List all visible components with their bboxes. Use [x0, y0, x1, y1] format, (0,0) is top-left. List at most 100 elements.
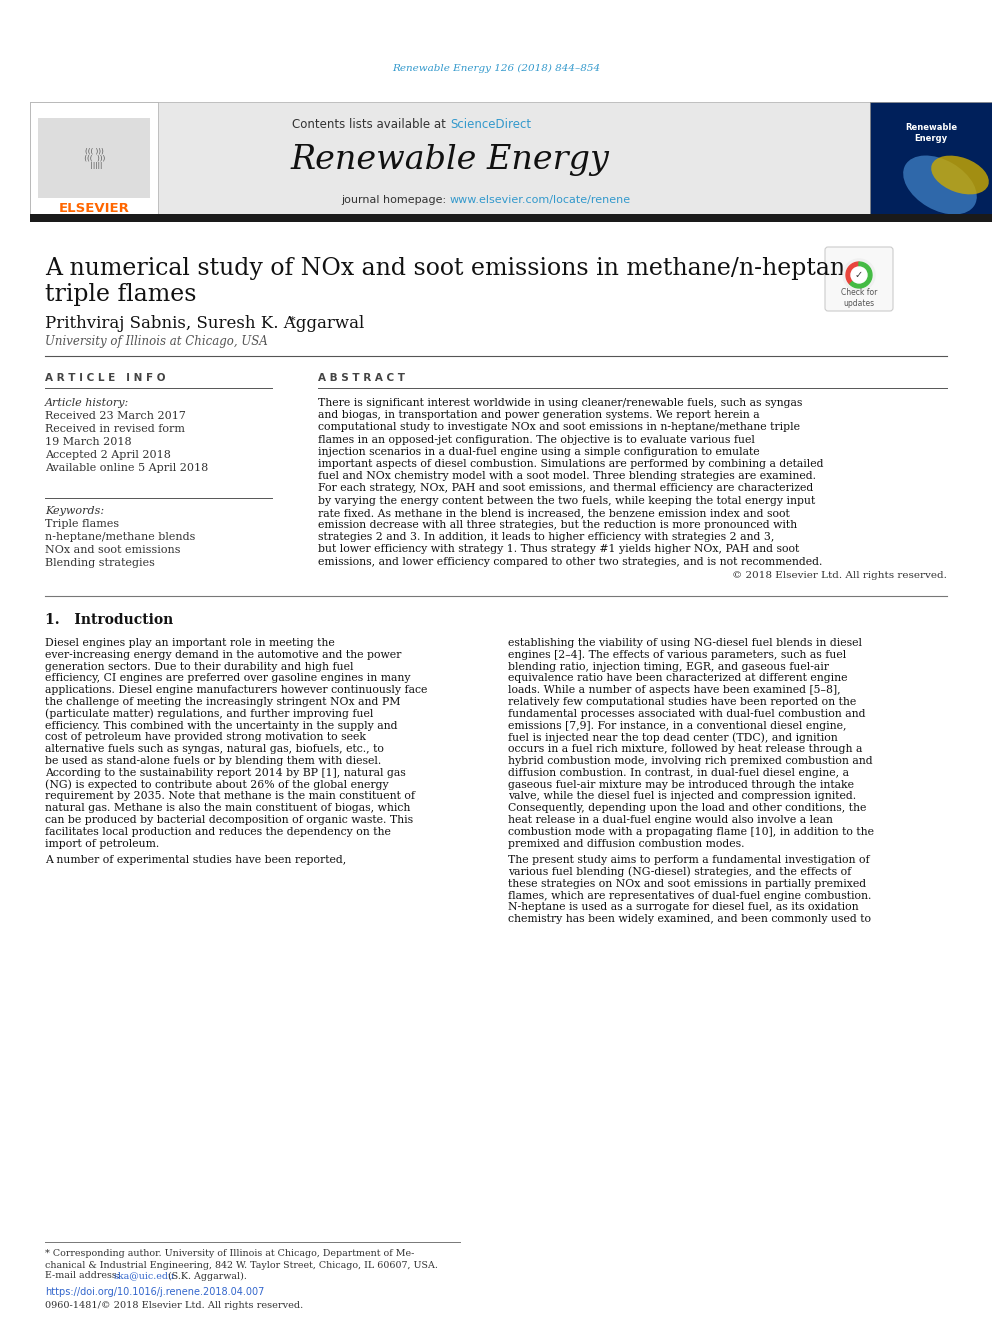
Text: ever-increasing energy demand in the automotive and the power: ever-increasing energy demand in the aut… [45, 650, 402, 660]
Polygon shape [850, 262, 872, 288]
Text: and biogas, in transportation and power generation systems. We report herein a: and biogas, in transportation and power … [318, 410, 760, 421]
Text: Received in revised form: Received in revised form [45, 423, 185, 434]
Text: loads. While a number of aspects have been examined [5–8],: loads. While a number of aspects have be… [508, 685, 840, 695]
Text: © 2018 Elsevier Ltd. All rights reserved.: © 2018 Elsevier Ltd. All rights reserved… [732, 572, 947, 581]
Text: efficiency, CI engines are preferred over gasoline engines in many: efficiency, CI engines are preferred ove… [45, 673, 411, 684]
Text: gaseous fuel-air mixture may be introduced through the intake: gaseous fuel-air mixture may be introduc… [508, 779, 854, 790]
Text: A number of experimental studies have been reported,: A number of experimental studies have be… [45, 855, 346, 865]
Text: 0960-1481/© 2018 Elsevier Ltd. All rights reserved.: 0960-1481/© 2018 Elsevier Ltd. All right… [45, 1301, 304, 1310]
Circle shape [846, 262, 872, 288]
Text: NOx and soot emissions: NOx and soot emissions [45, 545, 181, 556]
Text: Renewable
Energy: Renewable Energy [905, 123, 957, 143]
Text: chanical & Industrial Engineering, 842 W. Taylor Street, Chicago, IL 60607, USA.: chanical & Industrial Engineering, 842 W… [45, 1261, 437, 1270]
Text: Diesel engines play an important role in meeting the: Diesel engines play an important role in… [45, 638, 334, 648]
Text: fuel and NOx chemistry model with a soot model. Three blending strategies are ex: fuel and NOx chemistry model with a soot… [318, 471, 816, 482]
Text: N-heptane is used as a surrogate for diesel fuel, as its oxidation: N-heptane is used as a surrogate for die… [508, 902, 859, 913]
Text: ELSEVIER: ELSEVIER [59, 201, 129, 214]
Text: Keywords:: Keywords: [45, 505, 104, 516]
Text: *: * [290, 316, 296, 325]
Text: can be produced by bacterial decomposition of organic waste. This: can be produced by bacterial decompositi… [45, 815, 413, 826]
Text: flames, which are representatives of dual-fuel engine combustion.: flames, which are representatives of dua… [508, 890, 871, 901]
Text: University of Illinois at Chicago, USA: University of Illinois at Chicago, USA [45, 336, 268, 348]
Text: Accepted 2 April 2018: Accepted 2 April 2018 [45, 450, 171, 460]
Text: blending ratio, injection timing, EGR, and gaseous fuel-air: blending ratio, injection timing, EGR, a… [508, 662, 829, 672]
Text: Blending strategies: Blending strategies [45, 558, 155, 568]
Text: * Corresponding author. University of Illinois at Chicago, Department of Me-: * Corresponding author. University of Il… [45, 1249, 415, 1258]
Text: establishing the viability of using NG-diesel fuel blends in diesel: establishing the viability of using NG-d… [508, 638, 862, 648]
Text: emissions [7,9]. For instance, in a conventional diesel engine,: emissions [7,9]. For instance, in a conv… [508, 721, 846, 730]
Text: (NG) is expected to contribute about 26% of the global energy: (NG) is expected to contribute about 26%… [45, 779, 389, 790]
Text: valve, while the diesel fuel is injected and compression ignited.: valve, while the diesel fuel is injected… [508, 791, 856, 802]
Text: flames in an opposed-jet configuration. The objective is to evaluate various fue: flames in an opposed-jet configuration. … [318, 434, 755, 445]
Text: diffusion combustion. In contrast, in dual-fuel diesel engine, a: diffusion combustion. In contrast, in du… [508, 767, 849, 778]
Bar [30, 214, 992, 222]
Bar [870, 102, 992, 216]
Text: Available online 5 April 2018: Available online 5 April 2018 [45, 463, 208, 474]
Text: computational study to investigate NOx and soot emissions in n-heptane/methane t: computational study to investigate NOx a… [318, 422, 800, 433]
Text: emission decrease with all three strategies, but the reduction is more pronounce: emission decrease with all three strateg… [318, 520, 798, 531]
FancyBboxPatch shape [825, 247, 893, 311]
Text: equivalence ratio have been characterized at different engine: equivalence ratio have been characterize… [508, 673, 847, 684]
Text: important aspects of diesel combustion. Simulations are performed by combining a: important aspects of diesel combustion. … [318, 459, 823, 468]
Text: applications. Diesel engine manufacturers however continuously face: applications. Diesel engine manufacturer… [45, 685, 428, 695]
Text: requirement by 2035. Note that methane is the main constituent of: requirement by 2035. Note that methane i… [45, 791, 415, 802]
Text: Received 23 March 2017: Received 23 March 2017 [45, 411, 186, 421]
Text: hybrid combustion mode, involving rich premixed combustion and: hybrid combustion mode, involving rich p… [508, 755, 873, 766]
Bar [38, 118, 150, 198]
Text: natural gas. Methane is also the main constituent of biogas, which: natural gas. Methane is also the main co… [45, 803, 411, 814]
Text: Check for
updates: Check for updates [841, 288, 877, 308]
Ellipse shape [903, 156, 977, 214]
Text: n-heptane/methane blends: n-heptane/methane blends [45, 532, 195, 542]
Text: (S.K. Aggarwal).: (S.K. Aggarwal). [165, 1271, 247, 1281]
Text: efficiency. This combined with the uncertainty in the supply and: efficiency. This combined with the uncer… [45, 721, 398, 730]
Text: (particulate matter) regulations, and further improving fuel: (particulate matter) regulations, and fu… [45, 709, 373, 720]
Text: strategies 2 and 3. In addition, it leads to higher efficiency with strategies 2: strategies 2 and 3. In addition, it lead… [318, 532, 775, 542]
Text: A numerical study of NOx and soot emissions in methane/n-heptane: A numerical study of NOx and soot emissi… [45, 257, 859, 279]
Text: various fuel blending (NG-diesel) strategies, and the effects of: various fuel blending (NG-diesel) strate… [508, 867, 851, 877]
Text: Triple flames: Triple flames [45, 519, 119, 529]
Text: combustion mode with a propagating flame [10], in addition to the: combustion mode with a propagating flame… [508, 827, 874, 837]
Text: Consequently, depending upon the load and other conditions, the: Consequently, depending upon the load an… [508, 803, 866, 814]
Text: triple flames: triple flames [45, 283, 196, 307]
Bar [30, 102, 870, 216]
Text: heat release in a dual-fuel engine would also involve a lean: heat release in a dual-fuel engine would… [508, 815, 833, 826]
Text: There is significant interest worldwide in using cleaner/renewable fuels, such a: There is significant interest worldwide … [318, 398, 803, 407]
Text: ScienceDirect: ScienceDirect [450, 119, 531, 131]
Text: www.elsevier.com/locate/renene: www.elsevier.com/locate/renene [450, 194, 631, 205]
Text: by varying the energy content between the two fuels, while keeping the total ene: by varying the energy content between th… [318, 496, 815, 505]
Text: premixed and diffusion combustion modes.: premixed and diffusion combustion modes. [508, 839, 745, 848]
Text: 1.   Introduction: 1. Introduction [45, 613, 174, 627]
Text: facilitates local production and reduces the dependency on the: facilitates local production and reduces… [45, 827, 391, 837]
Text: Contents lists available at: Contents lists available at [293, 119, 450, 131]
Text: fundamental processes associated with dual-fuel combustion and: fundamental processes associated with du… [508, 709, 865, 718]
Text: 19 March 2018: 19 March 2018 [45, 437, 132, 447]
Text: ((( )))
 (((  )))
  |||||: ((( ))) ((( ))) ||||| [82, 147, 105, 169]
Text: Renewable Energy 126 (2018) 844–854: Renewable Energy 126 (2018) 844–854 [392, 64, 600, 73]
Text: relatively few computational studies have been reported on the: relatively few computational studies hav… [508, 697, 856, 706]
Text: Article history:: Article history: [45, 398, 129, 407]
Bar [30, 102, 158, 216]
Text: fuel is injected near the top dead center (TDC), and ignition: fuel is injected near the top dead cente… [508, 732, 838, 742]
Text: rate fixed. As methane in the blend is increased, the benzene emission index and: rate fixed. As methane in the blend is i… [318, 508, 790, 517]
Circle shape [843, 259, 875, 291]
Text: the challenge of meeting the increasingly stringent NOx and PM: the challenge of meeting the increasingl… [45, 697, 401, 706]
Text: emissions, and lower efficiency compared to other two strategies, and is not rec: emissions, and lower efficiency compared… [318, 557, 822, 566]
Text: occurs in a fuel rich mixture, followed by heat release through a: occurs in a fuel rich mixture, followed … [508, 745, 862, 754]
Text: generation sectors. Due to their durability and high fuel: generation sectors. Due to their durabil… [45, 662, 353, 672]
Ellipse shape [931, 156, 989, 194]
Text: alternative fuels such as syngas, natural gas, biofuels, etc., to: alternative fuels such as syngas, natura… [45, 745, 384, 754]
Text: A R T I C L E   I N F O: A R T I C L E I N F O [45, 373, 166, 382]
Text: import of petroleum.: import of petroleum. [45, 839, 160, 848]
Text: E-mail address:: E-mail address: [45, 1271, 123, 1281]
Text: ✓: ✓ [855, 270, 863, 280]
Circle shape [851, 267, 867, 283]
Text: journal homepage:: journal homepage: [341, 194, 450, 205]
Text: but lower efficiency with strategy 1. Thus strategy #1 yields higher NOx, PAH an: but lower efficiency with strategy 1. Th… [318, 544, 800, 554]
Text: Renewable Energy: Renewable Energy [291, 144, 609, 176]
Polygon shape [846, 262, 859, 284]
Text: https://doi.org/10.1016/j.renene.2018.04.007: https://doi.org/10.1016/j.renene.2018.04… [45, 1287, 265, 1297]
Text: cost of petroleum have provided strong motivation to seek: cost of petroleum have provided strong m… [45, 733, 366, 742]
Text: be used as stand-alone fuels or by blending them with diesel.: be used as stand-alone fuels or by blend… [45, 755, 381, 766]
Text: ska@uic.edu: ska@uic.edu [113, 1271, 175, 1281]
Text: The present study aims to perform a fundamental investigation of: The present study aims to perform a fund… [508, 855, 870, 865]
